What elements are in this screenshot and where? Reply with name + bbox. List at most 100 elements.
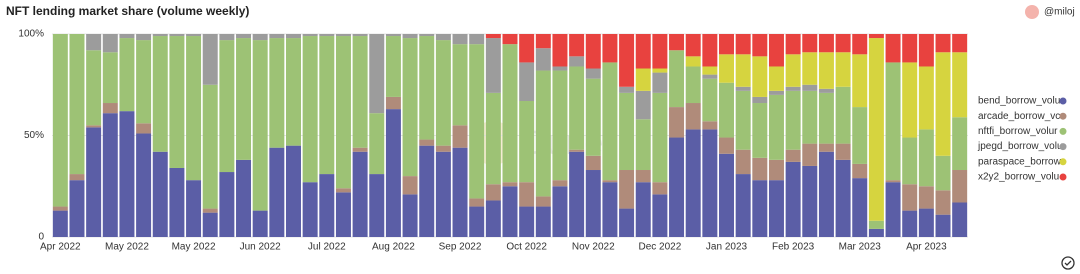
bar-segment <box>535 196 551 207</box>
bar-segment <box>369 34 385 114</box>
bar-segment <box>702 78 718 122</box>
check-circle[interactable] <box>1061 256 1075 270</box>
bar-segment <box>252 40 268 211</box>
bar-segment <box>635 68 651 91</box>
bar-segment <box>918 129 934 187</box>
bar-segment <box>652 92 668 183</box>
bar-segment <box>152 34 168 37</box>
bar-segment <box>502 34 518 45</box>
bar-segment <box>535 34 551 49</box>
bar-segment <box>335 34 351 37</box>
bar-segment <box>585 170 601 237</box>
check-mark[interactable] <box>1064 260 1072 266</box>
bar-segment <box>419 145 435 237</box>
bar-segment <box>102 34 118 53</box>
bar-segment <box>902 137 918 185</box>
bar-segment <box>635 170 651 183</box>
bar-segment <box>402 34 418 39</box>
legend-swatch <box>1059 127 1067 135</box>
bar-segment <box>902 210 918 237</box>
bar-segment <box>136 123 152 134</box>
bar-segment <box>435 151 451 237</box>
x-tick-label: Dec 2022 <box>638 242 681 253</box>
bar-segment <box>752 180 768 237</box>
bar-segment <box>619 34 635 87</box>
bar-segment <box>752 96 768 104</box>
bar-segment <box>569 151 585 237</box>
bar-segment <box>752 157 768 181</box>
bar-segment <box>652 34 668 69</box>
x-tick-label: Jan 2023 <box>706 242 748 253</box>
bar-segment <box>652 194 668 237</box>
bar-segment <box>918 208 934 237</box>
bar-segment <box>802 143 818 166</box>
bar-segment <box>186 36 202 181</box>
bar-segment <box>236 159 252 237</box>
bar-segment <box>219 34 235 41</box>
chart-title: NFT lending market share (volume weekly) <box>6 4 249 18</box>
bar-segment <box>585 34 601 69</box>
bar-segment <box>669 107 685 138</box>
bar-segment <box>635 182 651 237</box>
bar-segment <box>835 52 851 87</box>
bar-segment <box>719 153 735 237</box>
bar-segment <box>102 103 118 114</box>
bar-segment <box>852 107 868 164</box>
legend-swatch <box>1059 97 1067 105</box>
bar-segment <box>86 125 102 128</box>
bar-segment <box>918 34 934 67</box>
bar-segment <box>652 72 668 93</box>
bar-segment <box>569 149 585 152</box>
bar-segment <box>868 220 884 229</box>
bar-segment <box>585 68 601 79</box>
bar-segment <box>868 34 884 39</box>
bar-segment <box>52 206 68 211</box>
bar-segment <box>519 62 535 101</box>
bar-segment <box>385 34 401 37</box>
bar-segment <box>502 44 518 183</box>
bar-segment <box>935 190 951 215</box>
bar-segment <box>452 147 468 237</box>
x-tick-label: Aug 2022 <box>372 242 415 253</box>
bar-segment <box>569 56 585 67</box>
bar-segment <box>152 151 168 237</box>
bar-segment <box>485 200 501 237</box>
bar-segment <box>735 149 751 175</box>
bar-segment <box>802 90 818 144</box>
bar-segment <box>119 111 135 237</box>
bar-segment <box>952 52 968 118</box>
bar-segment <box>952 202 968 237</box>
bar-segment <box>552 70 568 181</box>
bar-segment <box>835 86 851 144</box>
bar-segment <box>585 155 601 171</box>
bar-segment <box>469 44 485 199</box>
bar-segment <box>652 68 668 73</box>
bar-segment <box>52 210 68 237</box>
bar-segment <box>835 159 851 237</box>
bar-segment <box>86 34 102 51</box>
bar-segment <box>818 143 834 152</box>
bar-segment <box>735 54 751 87</box>
bar-segment <box>269 147 285 237</box>
check-icon[interactable] <box>1061 256 1075 270</box>
legend-swatch <box>1059 158 1067 166</box>
bar-segment <box>802 165 818 237</box>
bar-segment <box>752 103 768 158</box>
x-tick-label: Apr 2023 <box>906 242 947 253</box>
bar-segment <box>219 40 235 173</box>
bar-segment <box>835 34 851 53</box>
bar-segment <box>935 155 951 191</box>
bar-segment <box>885 34 901 63</box>
bar-segment <box>735 34 751 55</box>
bar-segment <box>752 34 768 57</box>
bar-segment <box>119 34 135 39</box>
bar-segment <box>552 186 568 237</box>
bar-segment <box>702 74 718 79</box>
bar-segment <box>685 66 701 104</box>
bar-segment <box>785 90 801 150</box>
bar-segment <box>186 34 202 37</box>
bar-segment <box>452 44 468 126</box>
bar-segment <box>102 113 118 237</box>
bar-segment <box>735 90 751 150</box>
bar-segment <box>685 56 701 67</box>
